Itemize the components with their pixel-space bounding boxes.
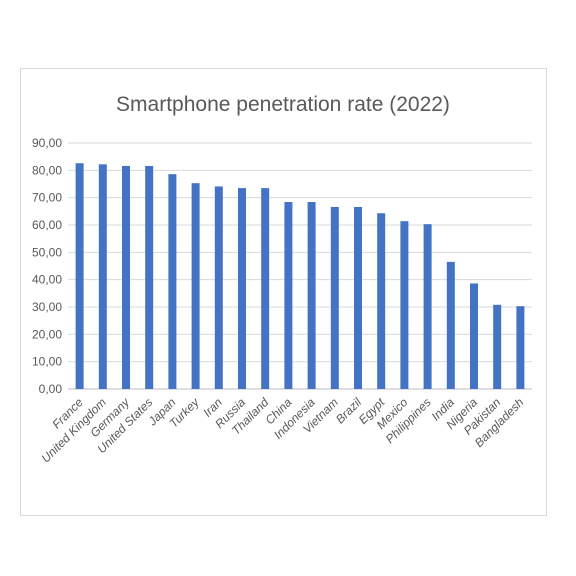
bar-iran — [214, 186, 223, 389]
bar-philippines — [423, 224, 432, 389]
bar-india — [446, 261, 455, 389]
bar-china — [284, 202, 293, 389]
bar-egypt — [377, 213, 386, 389]
bar-united-states — [145, 165, 154, 389]
bar-united-kingdom — [98, 164, 107, 389]
y-tick-label: 40,00 — [32, 273, 62, 287]
bar-bangladesh — [516, 306, 525, 389]
bar-germany — [122, 165, 130, 389]
chart-title: Smartphone penetration rate (2022) — [116, 93, 450, 116]
bar-brazil — [354, 206, 362, 389]
bar-thailand — [261, 188, 270, 389]
bar-nigeria — [470, 283, 478, 389]
y-tick-label: 10,00 — [32, 355, 62, 369]
bar-vietnam — [330, 206, 339, 389]
y-tick-label: 70,00 — [32, 191, 62, 205]
bar-mexico — [400, 221, 409, 389]
y-tick-label: 20,00 — [32, 327, 62, 341]
y-tick-label: 50,00 — [32, 245, 62, 259]
y-tick-label: 0,00 — [39, 382, 63, 396]
bars — [75, 163, 525, 389]
y-axis-tick-labels: 0,00 10,00 20,00 30,00 40,00 50,00 60,00 70,00 8… — [32, 136, 62, 396]
gridlines — [68, 142, 532, 390]
bar-russia — [238, 188, 246, 389]
bar-france — [75, 163, 84, 389]
bar-japan — [168, 174, 177, 389]
y-tick-label: 80,00 — [32, 163, 62, 177]
bar-indonesia — [307, 202, 316, 389]
y-tick-label: 30,00 — [32, 300, 62, 314]
y-tick-label: 90,00 — [32, 136, 62, 150]
bar-pakistan — [493, 304, 502, 389]
bar-turkey — [191, 183, 200, 389]
y-tick-label: 60,00 — [32, 218, 62, 232]
